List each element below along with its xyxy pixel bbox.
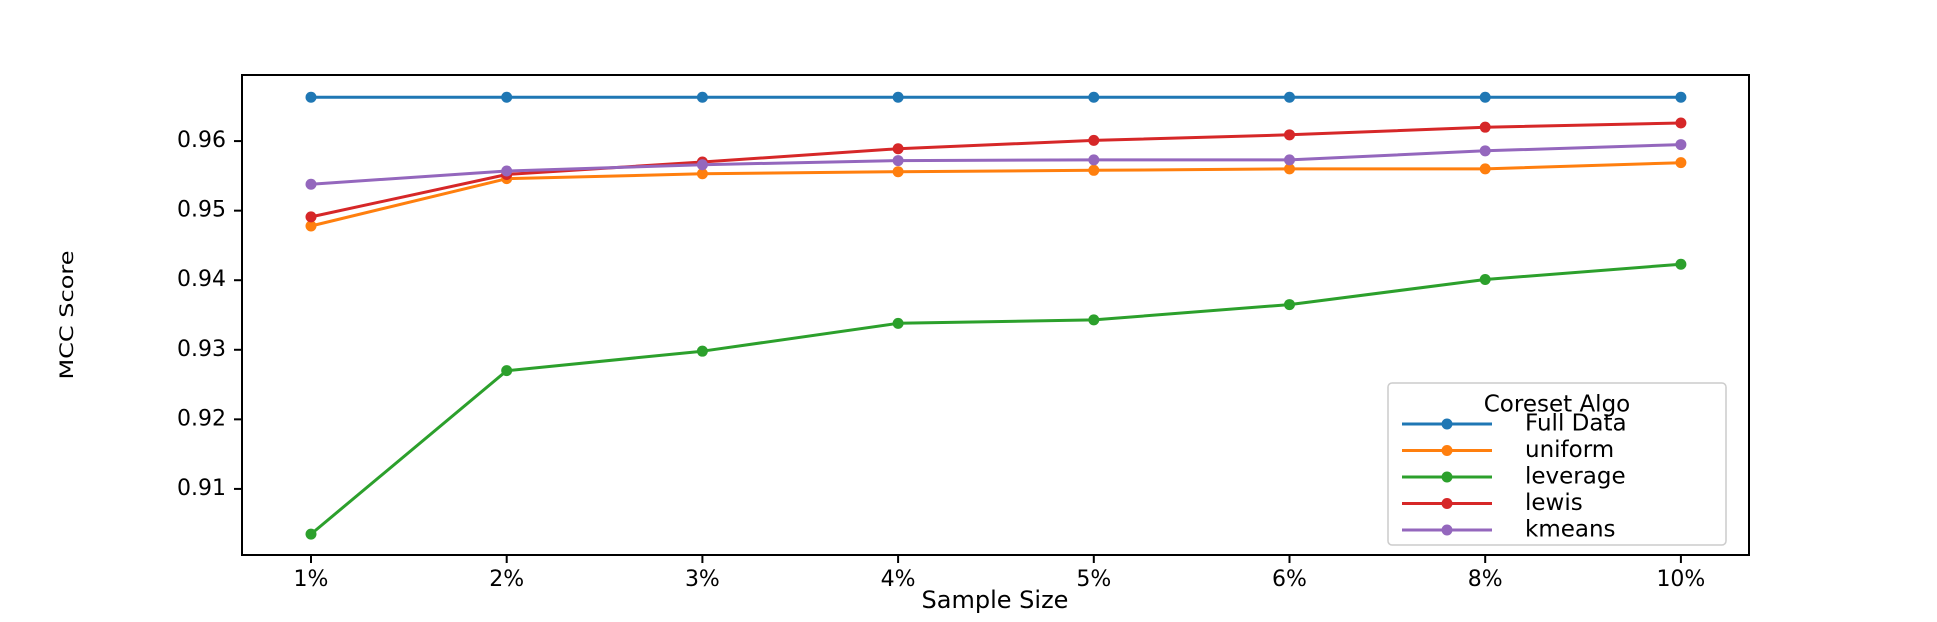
y-tick-label: 0.94 (177, 267, 226, 292)
data-point-uniform (1479, 163, 1491, 175)
data-point-kmeans (501, 165, 513, 177)
data-point-uniform (1675, 157, 1687, 169)
x-tick-label: 6% (1272, 567, 1307, 592)
x-tick-label: 8% (1468, 567, 1503, 592)
data-point-kmeans (305, 178, 317, 190)
data-point-lewis (1284, 129, 1295, 141)
legend-marker-leverage (1441, 471, 1453, 483)
data-point-full-data (1479, 91, 1491, 103)
data-point-leverage (1088, 314, 1100, 326)
y-tick-label: 0.91 (177, 476, 226, 501)
data-point-lewis (1088, 134, 1100, 146)
y-axis-label: MCC Score (57, 250, 79, 379)
data-point-full-data (696, 91, 708, 103)
data-point-full-data (1284, 91, 1295, 103)
data-point-kmeans (1675, 139, 1687, 151)
data-point-leverage (1479, 274, 1491, 286)
data-point-lewis (1675, 117, 1687, 129)
data-point-leverage (305, 528, 317, 540)
legend-label-kmeans: kmeans (1525, 517, 1616, 543)
data-point-kmeans (892, 155, 904, 167)
legend-label-full-data: Full Data (1525, 411, 1627, 437)
data-point-lewis (892, 143, 904, 155)
data-point-leverage (1284, 299, 1295, 311)
legend-marker-kmeans (1441, 524, 1453, 536)
data-point-uniform (1284, 163, 1295, 175)
legend-title: Coreset Algo (1484, 392, 1631, 418)
data-point-lewis (305, 211, 317, 223)
x-tick-label: 10% (1656, 567, 1705, 592)
series-layer (305, 91, 1687, 540)
legend-label-lewis: lewis (1525, 490, 1583, 516)
x-tick-label: 3% (685, 567, 720, 592)
series-line-lewis (310, 121, 1681, 219)
data-point-full-data (501, 91, 513, 103)
legend-marker-full-data (1441, 418, 1453, 430)
x-axis-ticks: 1% 2% 3% 4% 5% 6% 8% 10% (294, 555, 1705, 592)
legend-marker-lewis (1441, 498, 1453, 509)
data-point-leverage (501, 365, 513, 377)
data-point-kmeans (1284, 154, 1295, 166)
data-point-uniform (305, 220, 317, 232)
series-line-leverage (310, 262, 1682, 536)
x-tick-label: 4% (881, 567, 916, 592)
y-tick-label: 0.92 (177, 406, 226, 431)
data-point-lewis (1479, 121, 1491, 133)
series-line-kmeans (310, 143, 1681, 186)
data-point-uniform (1088, 164, 1100, 176)
x-tick-label: 1% (294, 567, 329, 592)
data-point-uniform (696, 168, 708, 180)
y-tick-label: 0.93 (177, 337, 226, 362)
data-point-kmeans (696, 159, 708, 171)
x-tick-label: 5% (1076, 567, 1111, 592)
data-point-full-data (892, 91, 904, 103)
legend-marker-uniform (1441, 445, 1453, 456)
legend-label-leverage: leverage (1525, 464, 1626, 490)
data-point-full-data (1088, 91, 1100, 103)
x-axis-label: Sample Size (922, 586, 1069, 614)
data-point-kmeans (1479, 145, 1491, 157)
data-point-leverage (696, 345, 708, 357)
y-axis-ticks: 0.91 0.92 0.93 0.94 0.95 0.96 (177, 128, 242, 501)
legend: Coreset Algo Full Datauniformleveragelew… (1387, 382, 1727, 546)
series-line-uniform (310, 161, 1681, 228)
data-point-kmeans (1088, 154, 1100, 166)
data-point-leverage (892, 317, 904, 329)
data-point-full-data (1675, 91, 1687, 103)
x-tick-label: 2% (489, 567, 524, 592)
y-tick-label: 0.95 (177, 198, 226, 223)
y-tick-label: 0.96 (177, 128, 226, 153)
data-point-full-data (305, 91, 317, 103)
legend-label-uniform: uniform (1525, 437, 1614, 463)
data-point-leverage (1675, 258, 1687, 270)
data-point-uniform (892, 166, 904, 178)
